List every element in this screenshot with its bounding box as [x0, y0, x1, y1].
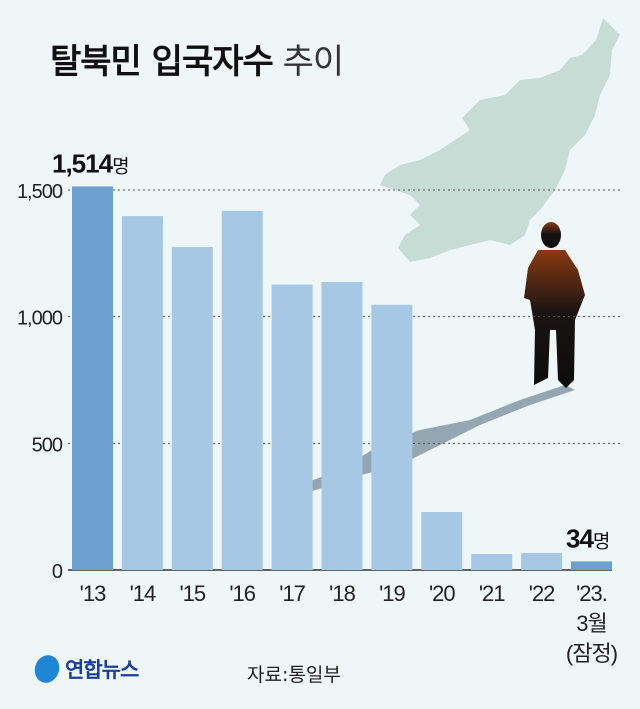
source-note: 자료:통일부: [247, 664, 341, 686]
title-light: 추이: [282, 42, 345, 82]
person-silhouette-icon: [524, 222, 585, 388]
data-label-unit: 명: [112, 155, 128, 177]
x-tick-label: '23.: [576, 581, 607, 606]
logo-text: 연합뉴스: [65, 658, 139, 682]
north-korea-map-icon: [380, 18, 620, 262]
y-tick-label: 500: [32, 434, 63, 456]
bar-6: [371, 304, 413, 570]
y-tick-label: 0: [52, 561, 63, 583]
bar-4: [271, 284, 313, 570]
bar-10: [571, 561, 612, 570]
y-tick-label: 1,500: [17, 181, 63, 203]
logo-mark-icon: [30, 651, 64, 687]
x-tick-label: '18: [329, 581, 355, 606]
x-tick-label: '15: [179, 581, 205, 606]
x-tick-label: 3월: [576, 611, 606, 636]
data-label: 1,514명: [52, 148, 129, 178]
y-tick-label: 1,000: [17, 308, 63, 330]
bar-5: [321, 281, 363, 570]
x-tick-label: '17: [279, 581, 305, 606]
bar-1: [121, 216, 163, 571]
x-tick-label: '13: [80, 581, 106, 606]
bar-0: [72, 186, 113, 570]
bar-7: [421, 511, 463, 570]
x-tick-label: (잠정): [566, 641, 617, 666]
yonhap-logo: 연합뉴스: [30, 651, 139, 687]
data-label-unit: 명: [593, 530, 609, 552]
bar-8: [471, 554, 513, 570]
data-label: 34명: [566, 523, 609, 553]
x-tick-label: '19: [379, 581, 405, 606]
bar-3: [221, 210, 263, 571]
bar-2: [171, 247, 213, 570]
x-tick-label: '16: [229, 581, 255, 606]
bar-9: [521, 553, 563, 570]
x-tick-label: '20: [429, 581, 455, 606]
x-tick-label: '14: [130, 581, 156, 606]
x-tick-label: '21: [479, 581, 505, 606]
title-bold: 탈북민 입국자수: [50, 42, 274, 82]
x-tick-label: '22: [529, 581, 555, 606]
chart-title: 탈북민 입국자수 추이: [50, 34, 345, 83]
